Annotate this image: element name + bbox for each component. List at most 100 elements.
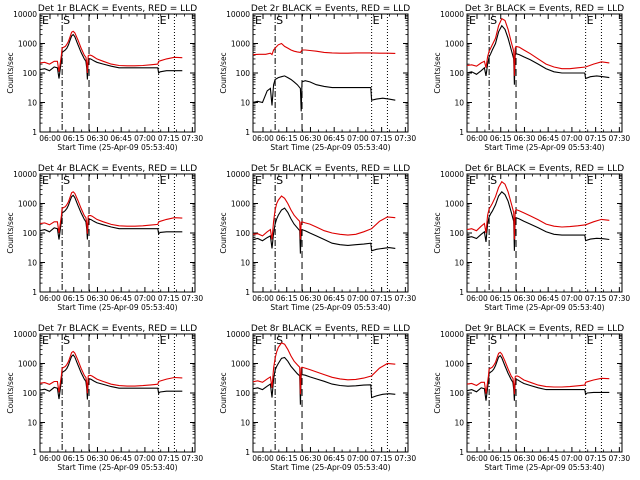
event-marker-label: E xyxy=(255,14,262,27)
x-tick-label: 07:30 xyxy=(395,454,417,463)
x-tick-label: 07:00 xyxy=(561,134,583,143)
x-tick-label: 06:30 xyxy=(87,454,109,463)
lld-series-line xyxy=(467,17,610,76)
x-axis-label: Start Time (25-Apr-09 05:53:40) xyxy=(57,463,177,472)
y-tick-label: 10000 xyxy=(226,10,250,19)
detector-panel: Det 7r BLACK = Events, RED = LLD 1 10 100 10… xyxy=(6,324,203,472)
y-tick-label: 1000 xyxy=(231,40,250,49)
x-tick-label: 06:15 xyxy=(490,134,512,143)
y-axis-label: Counts/sec xyxy=(219,372,228,413)
y-axis-label: Counts/sec xyxy=(433,52,442,93)
lld-series-line xyxy=(40,191,183,234)
x-tick-label: 06:15 xyxy=(490,294,512,303)
detector-panel: Det 3r BLACK = Events, RED = LLD 1 10 100 10… xyxy=(433,4,630,152)
x-tick-label: 07:30 xyxy=(182,454,204,463)
lld-series-line xyxy=(40,30,183,74)
y-tick-label: 10000 xyxy=(440,170,464,179)
x-tick-label: 07:30 xyxy=(182,134,204,143)
y-tick-label: 100 xyxy=(23,69,38,78)
x-tick-label: 07:00 xyxy=(561,454,583,463)
y-axis-label: Counts/sec xyxy=(219,212,228,253)
y-tick-label: 10 xyxy=(454,419,464,428)
x-tick-label: 06:45 xyxy=(537,134,559,143)
x-tick-label: 06:15 xyxy=(490,454,512,463)
event-marker-label: E xyxy=(373,14,380,27)
y-tick-label: 1 xyxy=(459,128,464,137)
detector-panel: Det 6r BLACK = Events, RED = LLD 1 10 100 10… xyxy=(433,164,630,312)
x-tick-label: 06:00 xyxy=(252,454,274,463)
event-marker-label: S xyxy=(63,174,70,187)
y-tick-label: 1 xyxy=(459,448,464,457)
x-tick-label: 07:30 xyxy=(609,134,631,143)
event-marker-label: S xyxy=(276,14,283,27)
x-tick-label: 07:00 xyxy=(134,134,156,143)
panel-title: Det 6r BLACK = Events, RED = LLD xyxy=(465,164,624,174)
y-tick-label: 1000 xyxy=(231,360,250,369)
x-tick-label: 06:00 xyxy=(39,454,61,463)
y-tick-label: 1000 xyxy=(445,200,464,209)
y-tick-label: 10 xyxy=(454,259,464,268)
x-tick-label: 07:30 xyxy=(609,454,631,463)
x-axis-label: Start Time (25-Apr-09 05:53:40) xyxy=(270,303,390,312)
event-marker-label: S xyxy=(490,174,497,187)
x-tick-label: 06:15 xyxy=(276,134,298,143)
y-tick-label: 1000 xyxy=(18,200,37,209)
x-tick-label: 06:30 xyxy=(300,454,322,463)
x-tick-label: 06:45 xyxy=(323,454,345,463)
y-tick-label: 1 xyxy=(32,128,37,137)
x-tick-label: 06:15 xyxy=(63,294,85,303)
event-marker-label: E xyxy=(42,14,49,27)
x-tick-label: 06:30 xyxy=(514,454,536,463)
event-marker-label: E xyxy=(160,334,167,347)
y-tick-label: 100 xyxy=(236,69,251,78)
y-tick-label: 1000 xyxy=(445,360,464,369)
y-tick-label: 1 xyxy=(32,448,37,457)
x-tick-label: 06:45 xyxy=(537,454,559,463)
x-tick-label: 06:15 xyxy=(276,454,298,463)
x-tick-label: 06:45 xyxy=(323,294,345,303)
event-marker-label: E xyxy=(469,334,476,347)
y-tick-label: 100 xyxy=(450,69,465,78)
y-tick-label: 1 xyxy=(245,288,250,297)
y-tick-label: 10000 xyxy=(440,10,464,19)
x-tick-label: 06:30 xyxy=(300,294,322,303)
y-tick-label: 1000 xyxy=(231,200,250,209)
y-axis-label: Counts/sec xyxy=(6,212,15,253)
detector-panel: Det 5r BLACK = Events, RED = LLD 1 10 100 10… xyxy=(219,164,416,312)
detector-panel: Det 9r BLACK = Events, RED = LLD 1 10 100 10… xyxy=(433,324,630,472)
y-tick-label: 10000 xyxy=(440,330,464,339)
x-tick-label: 06:30 xyxy=(300,134,322,143)
x-tick-label: 07:00 xyxy=(134,454,156,463)
plot-frame xyxy=(466,173,623,293)
x-tick-label: 06:45 xyxy=(110,294,132,303)
event-marker-label: E xyxy=(469,14,476,27)
y-tick-label: 10000 xyxy=(226,170,250,179)
panel-title: Det 3r BLACK = Events, RED = LLD xyxy=(465,4,624,14)
x-tick-label: 06:30 xyxy=(514,134,536,143)
y-tick-label: 100 xyxy=(450,389,465,398)
x-tick-label: 07:15 xyxy=(585,294,607,303)
plot-frame xyxy=(466,333,623,453)
x-axis-label: Start Time (25-Apr-09 05:53:40) xyxy=(270,463,390,472)
y-tick-label: 1 xyxy=(459,288,464,297)
event-marker-label: E xyxy=(587,14,594,27)
x-tick-label: 06:30 xyxy=(87,294,109,303)
x-tick-label: 06:00 xyxy=(252,294,274,303)
x-tick-label: 07:00 xyxy=(347,134,369,143)
lld-series-line xyxy=(467,180,610,240)
x-tick-label: 07:15 xyxy=(585,454,607,463)
y-tick-label: 10 xyxy=(240,419,250,428)
y-tick-label: 1 xyxy=(245,448,250,457)
y-tick-label: 1 xyxy=(245,128,250,137)
event-marker-label: S xyxy=(490,334,497,347)
lld-series-line xyxy=(467,351,610,395)
panel-title: Det 9r BLACK = Events, RED = LLD xyxy=(465,324,624,334)
detector-panel: Det 4r BLACK = Events, RED = LLD 1 10 100 10… xyxy=(6,164,203,312)
x-tick-label: 06:00 xyxy=(466,454,488,463)
events-series-line xyxy=(467,190,610,251)
y-axis-label: Counts/sec xyxy=(433,372,442,413)
event-marker-label: E xyxy=(469,174,476,187)
event-marker-label: E xyxy=(587,174,594,187)
panel-title: Det 7r BLACK = Events, RED = LLD xyxy=(38,324,197,334)
y-axis-label: Counts/sec xyxy=(6,372,15,413)
